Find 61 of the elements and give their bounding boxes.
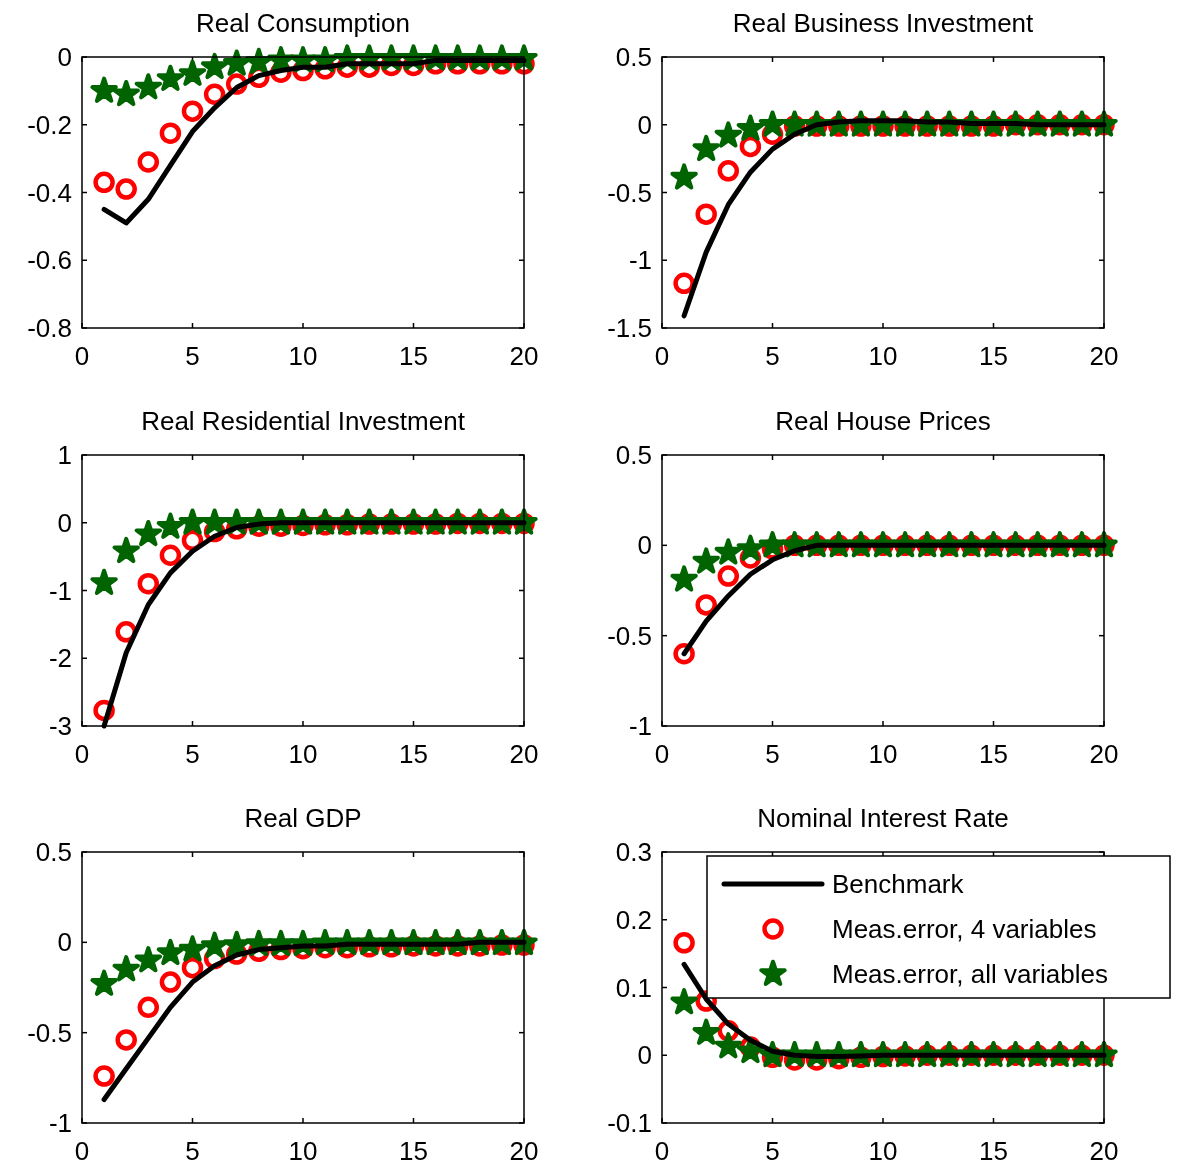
y-tick-label: 0.2 bbox=[615, 904, 652, 935]
y-tick-label: 0 bbox=[637, 1040, 652, 1071]
legend-label: Benchmark bbox=[832, 869, 965, 899]
x-tick-label: 20 bbox=[509, 739, 539, 769]
x-tick-label: 5 bbox=[765, 341, 780, 371]
y-tick-label: 0 bbox=[637, 530, 652, 561]
y-tick-label: 0 bbox=[57, 42, 72, 72]
x-tick-label: 20 bbox=[1089, 341, 1119, 371]
y-tick-label: -0.4 bbox=[27, 177, 72, 208]
y-tick-label: -1 bbox=[48, 575, 72, 606]
y-tick-label: -0.1 bbox=[607, 1108, 652, 1138]
x-tick-label: 5 bbox=[765, 1136, 780, 1166]
x-tick-label: 10 bbox=[868, 341, 898, 371]
x-tick-label: 20 bbox=[1089, 739, 1119, 769]
x-tick-label: 20 bbox=[509, 341, 539, 371]
y-tick-label: -0.6 bbox=[27, 245, 72, 276]
y-tick-label: 1 bbox=[57, 440, 72, 470]
x-tick-label: 5 bbox=[185, 739, 200, 769]
y-tick-label: -2 bbox=[48, 643, 72, 674]
x-tick-label: 10 bbox=[288, 1136, 318, 1166]
y-tick-label: 0.5 bbox=[615, 42, 652, 72]
x-tick-label: 15 bbox=[399, 1136, 428, 1166]
x-tick-label: 15 bbox=[979, 341, 1008, 371]
y-tick-label: -0.2 bbox=[27, 109, 72, 140]
chart-title: Real Business Investment bbox=[732, 8, 1035, 38]
y-tick-label: -0.5 bbox=[607, 620, 652, 651]
x-tick-label: 5 bbox=[765, 739, 780, 769]
y-tick-label: -0.5 bbox=[27, 1017, 72, 1048]
x-tick-label: 20 bbox=[1089, 1136, 1119, 1166]
legend-label: Meas.error, 4 variables bbox=[832, 914, 1097, 944]
y-tick-label: -3 bbox=[48, 711, 72, 741]
y-tick-label: 0 bbox=[637, 109, 652, 140]
y-tick-label: -0.5 bbox=[607, 177, 652, 208]
chart-title: Real Residential Investment bbox=[141, 406, 466, 436]
y-tick-label: -1 bbox=[628, 711, 652, 741]
x-tick-label: 5 bbox=[185, 341, 200, 371]
y-tick-label: -0.8 bbox=[27, 313, 72, 343]
y-tick-label: 0.5 bbox=[35, 837, 72, 867]
x-tick-label: 10 bbox=[288, 341, 318, 371]
x-tick-label: 10 bbox=[288, 739, 318, 769]
y-tick-label: -1.5 bbox=[607, 313, 652, 343]
x-tick-label: 5 bbox=[185, 1136, 200, 1166]
y-tick-label: 0 bbox=[57, 927, 72, 958]
chart-title: Real House Prices bbox=[775, 406, 991, 436]
x-tick-label: 15 bbox=[979, 1136, 1008, 1166]
y-tick-label: 0.5 bbox=[615, 440, 652, 470]
x-tick-label: 10 bbox=[868, 1136, 898, 1166]
chart-title: Real Consumption bbox=[196, 8, 410, 38]
x-tick-label: 15 bbox=[399, 739, 428, 769]
y-tick-label: -1 bbox=[628, 245, 652, 276]
y-tick-label: 0 bbox=[57, 507, 72, 538]
y-tick-label: 0.1 bbox=[615, 972, 652, 1003]
chart-title: Nominal Interest Rate bbox=[757, 803, 1009, 833]
legend-label: Meas.error, all variables bbox=[832, 959, 1108, 989]
x-tick-label: 15 bbox=[399, 341, 428, 371]
x-tick-label: 20 bbox=[509, 1136, 539, 1166]
x-tick-label: 10 bbox=[868, 739, 898, 769]
y-tick-label: 0.3 bbox=[615, 837, 652, 867]
x-tick-label: 15 bbox=[979, 739, 1008, 769]
chart-title: Real GDP bbox=[244, 803, 362, 833]
y-tick-label: -1 bbox=[48, 1108, 72, 1138]
